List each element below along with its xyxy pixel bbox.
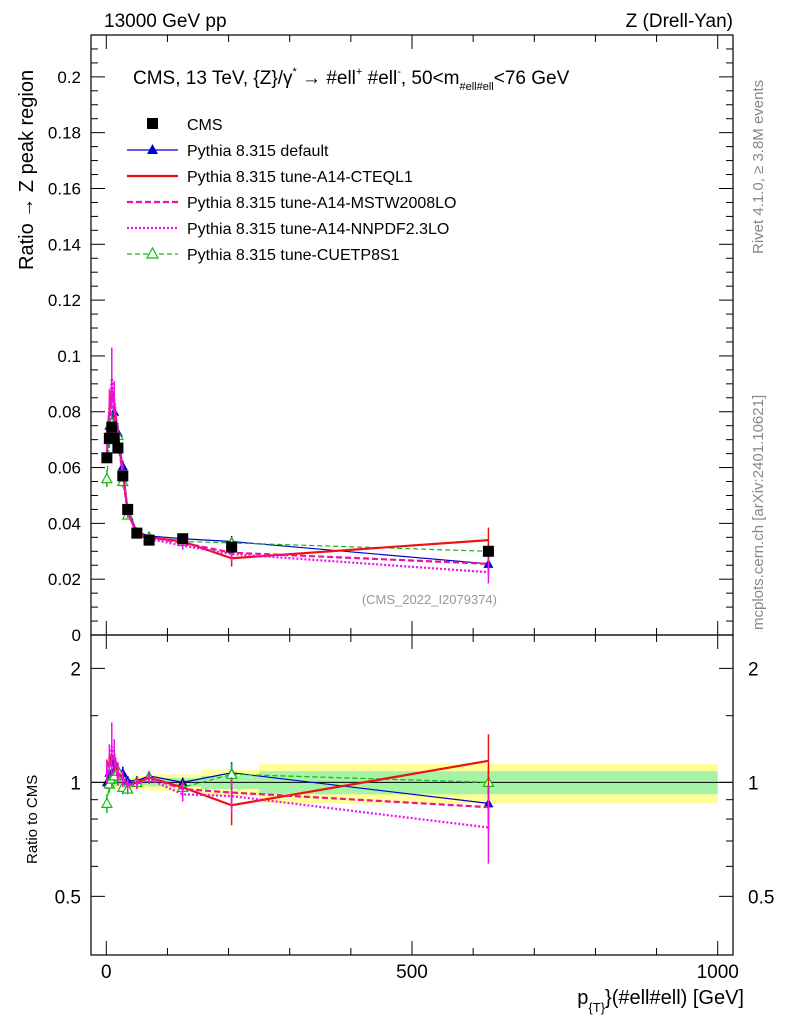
series-line-default: [106, 411, 489, 565]
legend-entry-cms: CMS: [147, 117, 223, 134]
point-cms: [143, 534, 155, 546]
point-cms: [112, 442, 124, 454]
ratio-bands: [91, 763, 733, 804]
title-mass-sub: #ell#ell: [460, 81, 494, 93]
title-star: *: [292, 66, 297, 78]
ratio-marks: [100, 722, 495, 864]
ratio-frame: [90, 634, 734, 956]
ratio-ytick-label: 2: [70, 659, 81, 680]
analysis-watermark: (CMS_2022_I2079374): [362, 592, 497, 607]
main-ytick-label: 0.14: [48, 235, 81, 254]
point-cms: [122, 503, 134, 515]
ratio-ytick-label: 0.5: [55, 887, 81, 908]
legend-label-cteql1: Pythia 8.315 tune-A14-CTEQL1: [187, 169, 413, 186]
ratio-series-nnpdf: [105, 722, 490, 864]
ratio-axes: 0.5 0.5 1 1 2 2 0 500 1000: [55, 635, 774, 983]
mcplots-label: mcplots.cern.ch [arXiv:2401.10621]: [750, 395, 767, 630]
title-minus: -: [397, 66, 401, 78]
point-cms: [482, 545, 494, 557]
ratio-ytick-label: 1: [70, 773, 81, 794]
main-ytick-label: 0.02: [48, 570, 81, 589]
ratio-ytick-label-right: 0.5: [748, 887, 774, 908]
series-cms: [101, 421, 494, 557]
xlabel-rest: }(#ell#ell) [GeV]: [605, 987, 744, 1009]
point-cms: [131, 527, 143, 539]
point-cuetp8s1: [100, 472, 113, 484]
main-marks: [100, 347, 495, 584]
legend-label-mstw: Pythia 8.315 tune-A14-MSTW2008LO: [187, 195, 456, 212]
legend-entry-cteql1: Pythia 8.315 tune-A14-CTEQL1: [127, 169, 413, 186]
main-ytick-label: 0.2: [57, 68, 81, 87]
legend-marker-default: [147, 144, 158, 154]
title-lead: CMS, 13 TeV, {Z}/γ: [133, 68, 293, 89]
main-ytick-label: 0.18: [48, 124, 81, 143]
series-line-cuetp8s1: [106, 422, 489, 552]
point-cms: [106, 421, 118, 433]
main-ytick-label: 0.16: [48, 179, 81, 198]
ratio-ytick-label-right: 2: [748, 659, 759, 680]
series-line-nnpdf: [105, 378, 489, 574]
legend-marker-cuetp8s1: [145, 246, 160, 259]
legend-entry-mstw: Pythia 8.315 tune-A14-MSTW2008LO: [127, 195, 456, 212]
title-mass-post: <76 GeV: [494, 68, 570, 89]
main-ytick-label: 0.12: [48, 291, 81, 310]
legend-entry-cuetp8s1: Pythia 8.315 tune-CUETP8S1: [127, 246, 400, 264]
legend-label-cuetp8s1: Pythia 8.315 tune-CUETP8S1: [187, 247, 400, 264]
legend-label-nnpdf: Pythia 8.315 tune-A14-NNPDF2.3LO: [187, 221, 449, 238]
legend-entry-nnpdf: Pythia 8.315 tune-A14-NNPDF2.3LO: [127, 221, 449, 238]
legend-label-default: Pythia 8.315 default: [187, 143, 329, 160]
main-ytick-label: 0.1: [57, 347, 81, 366]
main-ytick-label: 0: [72, 626, 81, 645]
point-cms: [101, 452, 113, 464]
header-left: 13000 GeV pp: [104, 11, 227, 32]
chart-title: CMS, 13 TeV, {Z}/γ* → #ell+ #ell-, 50<m#…: [133, 66, 570, 93]
series-nnpdf: [105, 347, 490, 584]
ratio-panel: 0.5 0.5 1 1 2 2 0 500 1000: [55, 634, 774, 983]
xaxis-label: p{T}}(#ell#ell) [GeV]: [577, 987, 744, 1015]
main-ylabel: Ratio → Z peak region: [16, 70, 38, 270]
ratio-point-cuetp8s1: [100, 797, 113, 808]
title-arrow: → #ell: [297, 68, 356, 89]
title-mass-pre: , 50<m: [401, 68, 460, 89]
point-cms: [226, 541, 238, 553]
point-cms: [117, 470, 129, 482]
main-panel: 0 0.02 0.04 0.06 0.08 0.1 0.12 0.14 0.16 0.18 0.2: [48, 34, 734, 645]
series-cteql1: [105, 378, 490, 567]
ratio-ylabel: Ratio to CMS: [24, 775, 41, 864]
main-axes: 0 0.02 0.04 0.06 0.08 0.1 0.12 0.14 0.16 0.18 0.2: [48, 35, 733, 645]
legend: CMS Pythia 8.315 default Pythia 8.315 tu…: [127, 117, 456, 264]
point-cms: [108, 432, 120, 444]
ratio-xtick-label: 0: [101, 962, 112, 983]
point-cms: [177, 533, 189, 545]
ratio-ytick-label-right: 1: [748, 773, 759, 794]
title-plus: +: [356, 66, 362, 78]
legend-entry-default: Pythia 8.315 default: [127, 143, 329, 160]
rivet-label: Rivet 4.1.0, ≥ 3.8M events: [750, 80, 767, 254]
ratio-xtick-label: 1000: [697, 962, 739, 983]
ratio-xtick-label: 500: [396, 962, 428, 983]
series-line-cteql1: [105, 389, 489, 560]
xlabel-sub: {T}: [588, 1000, 605, 1015]
series-default: [101, 403, 494, 573]
legend-marker-cms: [147, 118, 158, 129]
legend-label-cms: CMS: [187, 117, 223, 134]
main-ytick-label: 0.06: [48, 459, 81, 478]
header-right: Z (Drell-Yan): [626, 11, 733, 32]
title-mid: #ell: [362, 68, 397, 89]
xlabel-p: p: [577, 987, 588, 1009]
main-ytick-label: 0.08: [48, 403, 81, 422]
main-ytick-label: 0.04: [48, 514, 81, 533]
